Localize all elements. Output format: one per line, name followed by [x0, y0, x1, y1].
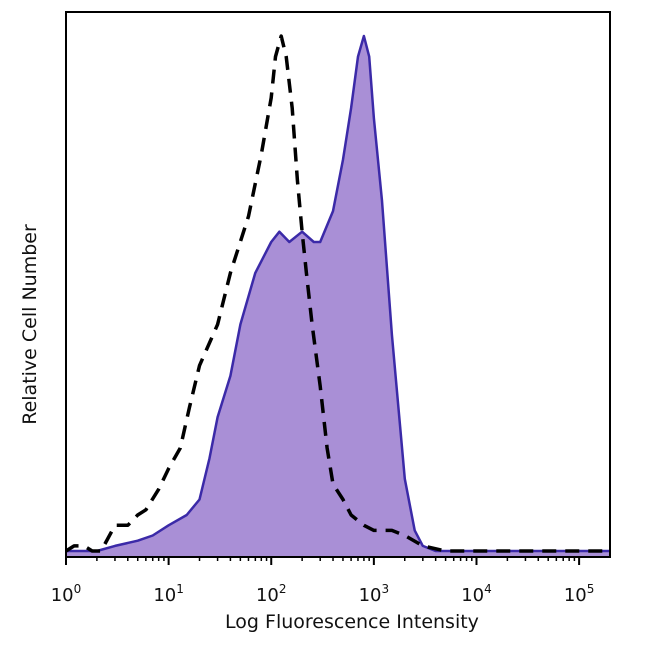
plot-frame [65, 11, 611, 558]
filled-histogram-outline [66, 34, 610, 553]
x-tick-label: 100 [51, 582, 82, 606]
plot-area [65, 34, 610, 557]
filled-histogram-area [66, 36, 610, 557]
y-axis-title: Relative Cell Number [19, 224, 41, 425]
x-tick-label: 103 [359, 582, 390, 606]
x-axis-title: Log Fluorescence Intensity [225, 611, 479, 633]
control-histogram-dashed-line [65, 34, 610, 553]
x-axis-ticks: 100 101 102 103 104 105 [51, 557, 595, 606]
x-tick-label: 102 [256, 582, 287, 606]
x-tick-label: 104 [461, 582, 492, 606]
x-tick-label: 101 [153, 582, 184, 606]
x-tick-label: 105 [564, 582, 595, 606]
